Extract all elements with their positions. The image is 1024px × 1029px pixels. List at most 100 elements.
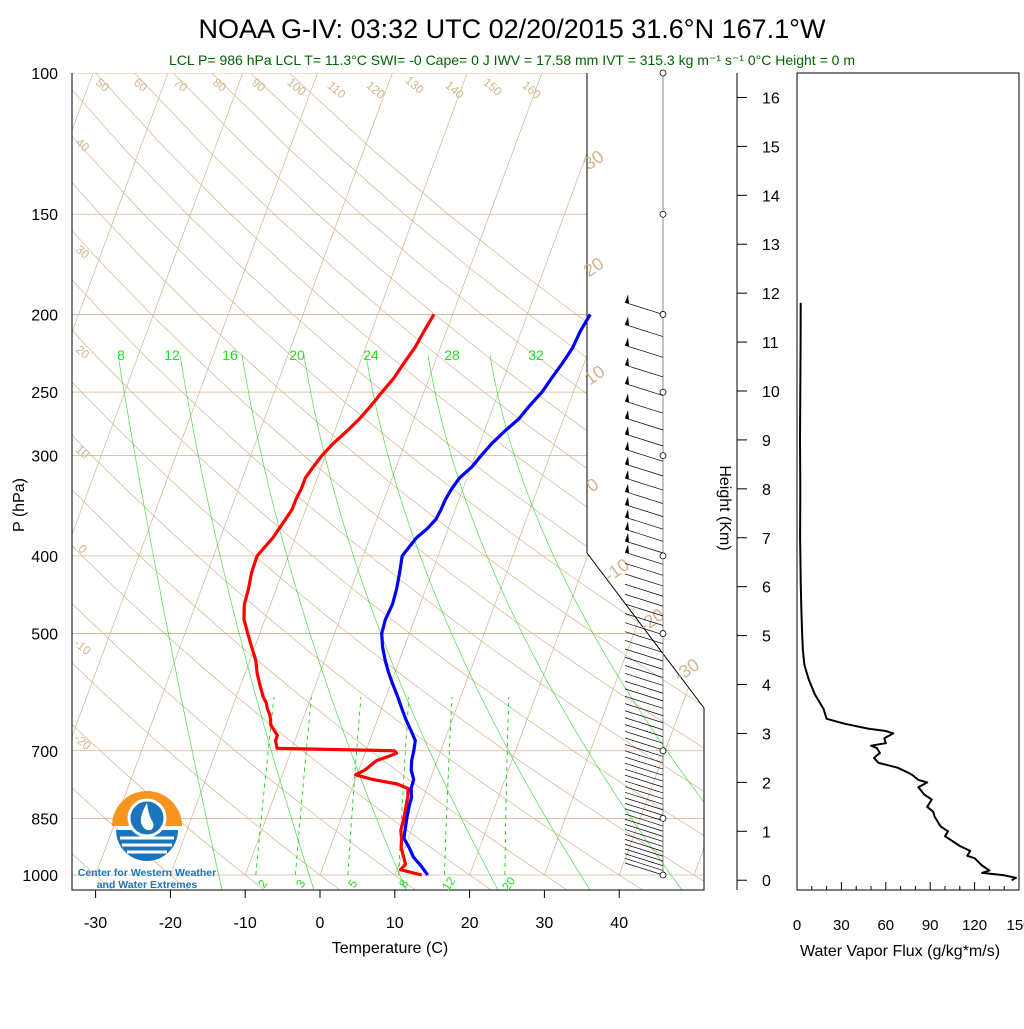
dry-adiabat-label: 110 xyxy=(325,78,349,101)
wind-barb xyxy=(625,757,663,769)
isotherm-label: -10 xyxy=(600,554,633,585)
height-tick-label: 6 xyxy=(762,580,771,597)
dry-adiabat-label: 100 xyxy=(284,75,309,99)
moist-adiabat xyxy=(180,355,314,890)
dry-adiabat xyxy=(0,73,949,892)
wind-barb-flag xyxy=(625,456,629,465)
moist-adiabat xyxy=(242,355,406,890)
height-tick-label: 7 xyxy=(762,531,771,548)
wind-barb-flag xyxy=(625,317,629,326)
wind-barb xyxy=(625,849,663,861)
isotherm-label: -30 xyxy=(670,654,703,685)
pressure-tick-label: 400 xyxy=(31,549,58,566)
isotherm-line xyxy=(96,73,393,875)
mixing-ratio-label: 12 xyxy=(164,347,180,363)
wind-barb xyxy=(625,434,663,446)
dry-adiabat xyxy=(0,73,267,892)
dry-adiabat xyxy=(0,73,1024,892)
wind-barb xyxy=(625,541,663,553)
isotherm-line xyxy=(694,73,991,875)
dry-adiabat-label: 140 xyxy=(442,78,467,102)
wind-barb-flag xyxy=(625,484,629,493)
wind-barb-flag xyxy=(625,441,629,450)
dry-adiabat-label: 60 xyxy=(131,75,150,95)
temperature-tick-label: 0 xyxy=(316,915,325,932)
mixing-ratio-label: 2 xyxy=(255,877,270,891)
wind-barb xyxy=(625,863,663,875)
dry-adiabat-label: -10 xyxy=(71,636,94,658)
wind-barb xyxy=(625,829,663,841)
wind-level-marker xyxy=(660,815,666,821)
wind-barbs xyxy=(625,70,666,878)
mixing-ratio-label: 3 xyxy=(293,877,308,891)
temperature-tick-label: -10 xyxy=(234,915,257,932)
pressure-tick-label: 700 xyxy=(31,744,58,761)
dry-adiabat-label: 90 xyxy=(249,75,268,95)
wind-barb xyxy=(625,681,663,693)
wind-barb xyxy=(625,787,663,799)
wind-barb xyxy=(625,824,663,836)
wind-barb-flag xyxy=(625,426,629,435)
wind-barb xyxy=(625,704,663,716)
mixing-ratio-label: 28 xyxy=(444,347,460,363)
height-tick-label: 12 xyxy=(762,286,780,303)
wind-barb-flag xyxy=(625,410,629,419)
wind-barb xyxy=(625,302,663,314)
wind-barb xyxy=(625,492,663,504)
height-tick-label: 8 xyxy=(762,482,771,499)
wind-barb xyxy=(625,839,663,851)
wind-barb xyxy=(625,673,663,685)
flux-profile xyxy=(800,303,1016,880)
wind-barb xyxy=(625,803,663,815)
wind-barb xyxy=(625,725,663,737)
wind-barb-flag xyxy=(625,376,629,385)
wind-barb xyxy=(625,769,663,781)
wind-barb-flag xyxy=(625,509,629,518)
isotherm-line xyxy=(170,73,467,875)
dry-adiabat xyxy=(0,73,570,892)
isotherm-label: 20 xyxy=(580,253,608,281)
dewpoint-profile xyxy=(382,314,591,875)
mixing-ratio-label: 24 xyxy=(363,347,379,363)
height-tick-label: 14 xyxy=(762,188,780,205)
height-tick-label: 2 xyxy=(762,775,771,792)
dry-adiabat-label: 50 xyxy=(93,75,112,95)
wind-level-marker xyxy=(660,311,666,317)
wind-barb-flag xyxy=(625,544,629,553)
dry-adiabat-label: 70 xyxy=(171,75,190,95)
height-tick-label: 11 xyxy=(762,335,779,352)
wind-barb-flag xyxy=(625,393,629,402)
skewt-grid-clipped xyxy=(0,73,1024,892)
wind-barb xyxy=(625,844,663,856)
wind-level-marker xyxy=(660,70,666,76)
dry-adiabat xyxy=(0,73,191,892)
pressure-tick-label: 150 xyxy=(31,207,58,224)
wind-barb xyxy=(625,775,663,787)
mixing-ratio-label: 8 xyxy=(117,347,125,363)
wind-barb xyxy=(625,478,663,490)
wind-barb xyxy=(625,505,663,517)
isotherm-line xyxy=(320,73,617,875)
skewt-axes: Temperature (C) P (hPa) 1001502002503004… xyxy=(11,66,628,957)
wind-level-marker xyxy=(660,872,666,878)
dry-adiabat-label: 120 xyxy=(363,78,388,102)
wind-barb xyxy=(625,449,663,461)
wind-barb-flag xyxy=(625,294,629,303)
isotherm-line xyxy=(21,73,318,875)
dry-adiabat-label: 10 xyxy=(73,442,92,462)
isotherm-label: 30 xyxy=(580,146,608,174)
flux-axes: Water Vapor Flux (g/kg*m/s) Height (Km) … xyxy=(716,73,1024,960)
wind-barb xyxy=(625,689,663,701)
wind-barb xyxy=(625,819,663,831)
height-tick-label: 15 xyxy=(762,139,780,156)
wind-barb-flag xyxy=(625,533,629,542)
logo-text-line2: and Water Extremes xyxy=(97,879,198,891)
wind-barb xyxy=(625,401,663,413)
dry-adiabat-label: 20 xyxy=(73,342,92,362)
dry-adiabat-label: 0 xyxy=(76,541,90,556)
temperature-tick-label: 40 xyxy=(610,915,628,932)
dry-adiabat xyxy=(289,73,1024,892)
isotherm-label: 10 xyxy=(581,361,609,389)
